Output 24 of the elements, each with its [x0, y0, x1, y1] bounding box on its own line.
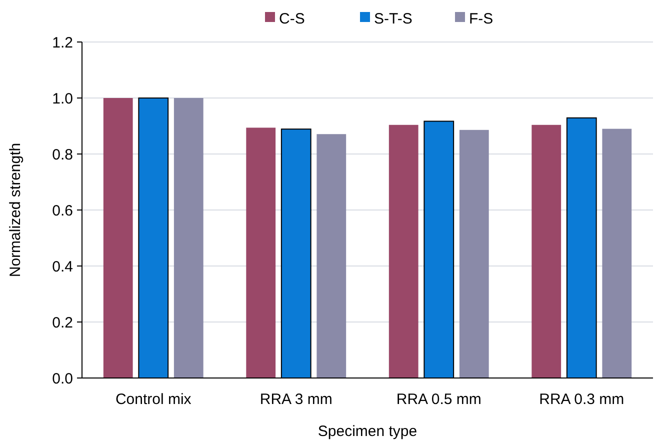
y-tick-label: 0.4 [52, 258, 73, 276]
bar [316, 134, 346, 378]
x-axis-title: Specimen type [318, 423, 418, 440]
x-tick-label: Control mix [115, 391, 192, 408]
bar [174, 98, 204, 378]
y-tick-label: 1.2 [52, 34, 73, 52]
x-tick-label: RRA 3 mm [260, 391, 332, 408]
legend-label: F-S [469, 10, 494, 28]
y-tick-label: 0.6 [52, 202, 73, 220]
bar [602, 128, 632, 378]
bar [388, 124, 418, 378]
bar [246, 128, 276, 378]
x-tick-label: RRA 0.3 mm [539, 391, 624, 408]
legend-label: C-S [279, 10, 305, 28]
legend-label: S-T-S [374, 10, 412, 28]
bar [459, 130, 489, 378]
y-tick-label: 1.0 [52, 90, 73, 108]
bar [532, 124, 562, 378]
bar [103, 98, 133, 378]
y-axis-title: Normalized strength [7, 142, 24, 278]
y-tick-label: 0.8 [52, 146, 73, 164]
y-tick-label: 0.2 [52, 314, 73, 332]
x-tick-label: RRA 0.5 mm [396, 391, 482, 408]
y-tick-label: 0.0 [52, 370, 73, 388]
